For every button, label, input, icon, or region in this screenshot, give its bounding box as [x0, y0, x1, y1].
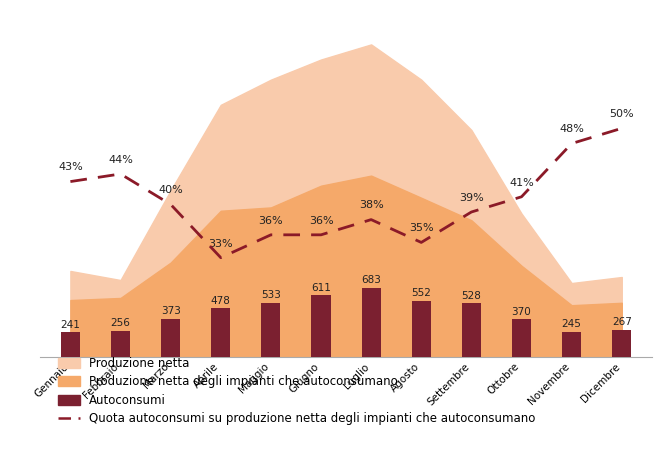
Text: 528: 528	[462, 291, 481, 301]
Bar	[512, 319, 531, 357]
Bar	[312, 295, 331, 357]
Text: 478: 478	[211, 296, 230, 306]
Text: 373: 373	[161, 307, 181, 316]
Text: 48%: 48%	[559, 124, 584, 134]
Text: 38%: 38%	[359, 201, 384, 210]
Bar	[612, 330, 631, 357]
Bar	[111, 331, 130, 357]
Text: 35%: 35%	[409, 223, 433, 233]
Bar	[562, 332, 581, 357]
Bar	[362, 288, 380, 357]
Text: 39%: 39%	[459, 193, 484, 203]
Text: 50%: 50%	[610, 109, 634, 119]
Bar	[211, 308, 230, 357]
Text: 36%: 36%	[308, 216, 333, 226]
Text: 267: 267	[612, 317, 632, 327]
Bar	[462, 303, 481, 357]
Text: 241: 241	[60, 320, 81, 330]
Bar	[61, 333, 80, 357]
Text: 256: 256	[111, 318, 130, 328]
Text: 33%: 33%	[208, 238, 233, 248]
Legend: Produzione netta, Produzione netta degli impianti che autoconsumano, Autoconsumi: Produzione netta, Produzione netta degli…	[58, 357, 536, 425]
Text: 533: 533	[261, 290, 281, 300]
Text: 36%: 36%	[259, 216, 283, 226]
Bar	[412, 301, 431, 357]
Bar	[161, 319, 180, 357]
Bar	[261, 303, 280, 357]
Text: 44%: 44%	[108, 155, 133, 165]
Text: 552: 552	[411, 289, 431, 298]
Text: 611: 611	[311, 282, 331, 292]
Text: 40%: 40%	[159, 185, 183, 195]
Text: 370: 370	[511, 307, 532, 317]
Text: 683: 683	[362, 275, 381, 285]
Text: 41%: 41%	[509, 178, 534, 188]
Text: 43%: 43%	[58, 162, 83, 173]
Text: 245: 245	[562, 319, 581, 329]
